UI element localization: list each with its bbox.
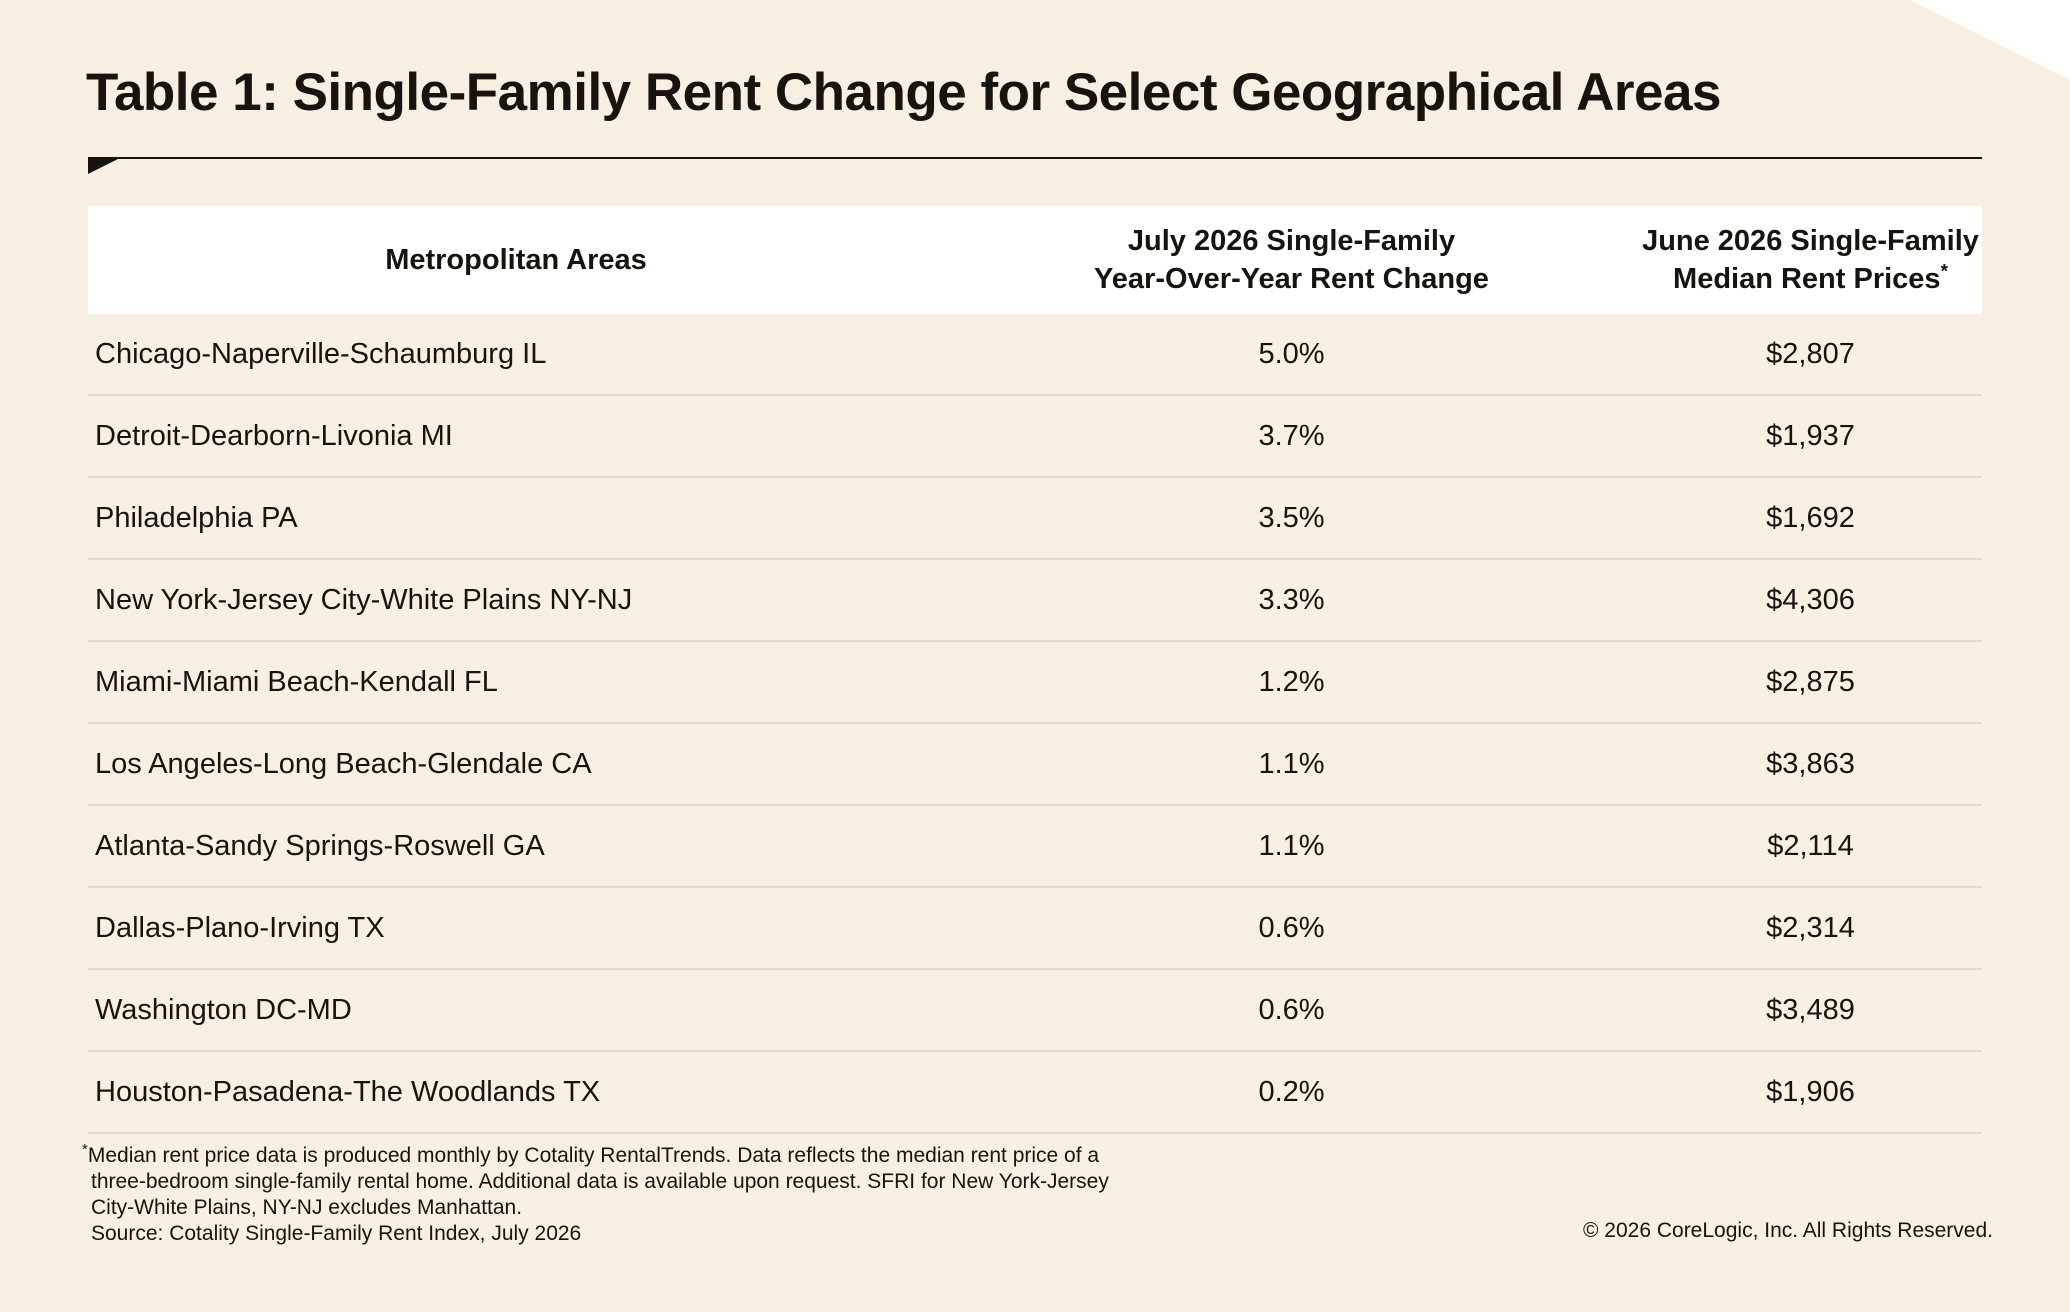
cell-median-rent: $2,875 [1766,665,1855,698]
table-row: Detroit-Dearborn-Livonia MI 3.7% $1,937 [88,396,1982,478]
cell-yoy-change: 3.3% [1258,583,1325,616]
cell-area: Washington DC-MD [95,993,352,1026]
header-median-rent-asterisk: * [1940,261,1948,283]
cell-area: Dallas-Plano-Irving TX [95,911,385,944]
table-row: Miami-Miami Beach-Kendall FL 1.2% $2,875 [88,642,1982,724]
table-row: Philadelphia PA 3.5% $1,692 [88,478,1982,560]
cell-area: New York-Jersey City-White Plains NY-NJ [95,583,633,616]
cell-yoy-change: 0.6% [1258,993,1325,1026]
cell-yoy-change: 0.2% [1258,1075,1325,1108]
footnote-line-3: City-White Plains, NY-NJ excludes Manhat… [91,1196,523,1219]
cell-yoy-change: 3.7% [1258,419,1325,452]
table-row: Washington DC-MD 0.6% $3,489 [88,970,1982,1052]
table-row: Houston-Pasadena-The Woodlands TX 0.2% $1,… [88,1052,1982,1134]
table-row: Chicago-Naperville-Schaumburg IL 5.0% $2,8… [88,314,1982,396]
cell-median-rent: $2,314 [1766,911,1855,944]
cell-area: Los Angeles-Long Beach-Glendale CA [95,747,592,780]
header-yoy-change: July 2026 Single-Family Year-Over-Year R… [944,222,1639,298]
header-yoy-change-line1: July 2026 Single-Family [1127,225,1456,257]
title-rule-flag [88,158,120,174]
cell-area: Atlanta-Sandy Springs-Roswell GA [95,829,545,862]
header-metropolitan-areas: Metropolitan Areas [88,241,944,279]
table-row: New York-Jersey City-White Plains NY-NJ 3… [88,560,1982,642]
footnote-asterisk: * [82,1141,88,1158]
copyright-notice: © 2026 CoreLogic, Inc. All Rights Reserv… [1582,1219,1993,1242]
footnote-line-2: three-bedroom single-family rental home.… [91,1170,1109,1193]
cell-median-rent: $4,306 [1766,583,1855,616]
header-median-rent: June 2026 Single-Family Median Rent Pric… [1639,222,1982,298]
cell-yoy-change: 1.1% [1258,747,1325,780]
header-median-rent-line1: June 2026 Single-Family [1642,225,1979,257]
footnote-source: Source: Cotality Single-Family Rent Inde… [91,1222,582,1245]
header-yoy-change-line2: Year-Over-Year Rent Change [1094,263,1489,295]
cell-median-rent: $1,906 [1766,1075,1855,1108]
cell-yoy-change: 1.1% [1258,829,1325,862]
cell-median-rent: $2,807 [1766,337,1855,370]
footnote-line-1: *Median rent price data is produced mont… [82,1141,1332,1169]
cell-yoy-change: 5.0% [1258,337,1325,370]
title-rule [88,157,1982,159]
rent-table: Metropolitan Areas July 2026 Single-Fami… [88,206,1982,1134]
cell-area: Detroit-Dearborn-Livonia MI [95,419,453,452]
table-title: Table 1: Single-Family Rent Change for S… [86,63,1722,122]
footnote-line-1-text: Median rent price data is produced month… [87,1144,1100,1167]
table-header: Metropolitan Areas July 2026 Single-Fami… [88,206,1982,314]
cell-median-rent: $1,692 [1766,501,1855,534]
header-median-rent-line2: Median Rent Prices [1673,263,1941,295]
cell-yoy-change: 3.5% [1258,501,1325,534]
cell-area: Chicago-Naperville-Schaumburg IL [95,337,547,370]
cell-median-rent: $1,937 [1766,419,1855,452]
table-row: Los Angeles-Long Beach-Glendale CA 1.1% $3… [88,724,1982,806]
cell-area: Miami-Miami Beach-Kendall FL [95,665,498,698]
cell-median-rent: $3,863 [1766,747,1855,780]
cell-yoy-change: 0.6% [1258,911,1325,944]
table-row: Atlanta-Sandy Springs-Roswell GA 1.1% $2,1… [88,806,1982,888]
cell-area: Philadelphia PA [95,501,298,534]
table-body: Chicago-Naperville-Schaumburg IL 5.0% $2,8… [88,314,1982,1134]
cell-median-rent: $2,114 [1767,829,1854,862]
corner-decoration [1910,0,2070,80]
table-row: Dallas-Plano-Irving TX 0.6% $2,314 [88,888,1982,970]
header-metropolitan-areas-label: Metropolitan Areas [385,244,647,276]
cell-median-rent: $3,489 [1766,993,1855,1026]
footnote: *Median rent price data is produced mont… [82,1141,1332,1247]
cell-area: Houston-Pasadena-The Woodlands TX [95,1075,601,1108]
cell-yoy-change: 1.2% [1258,665,1325,698]
